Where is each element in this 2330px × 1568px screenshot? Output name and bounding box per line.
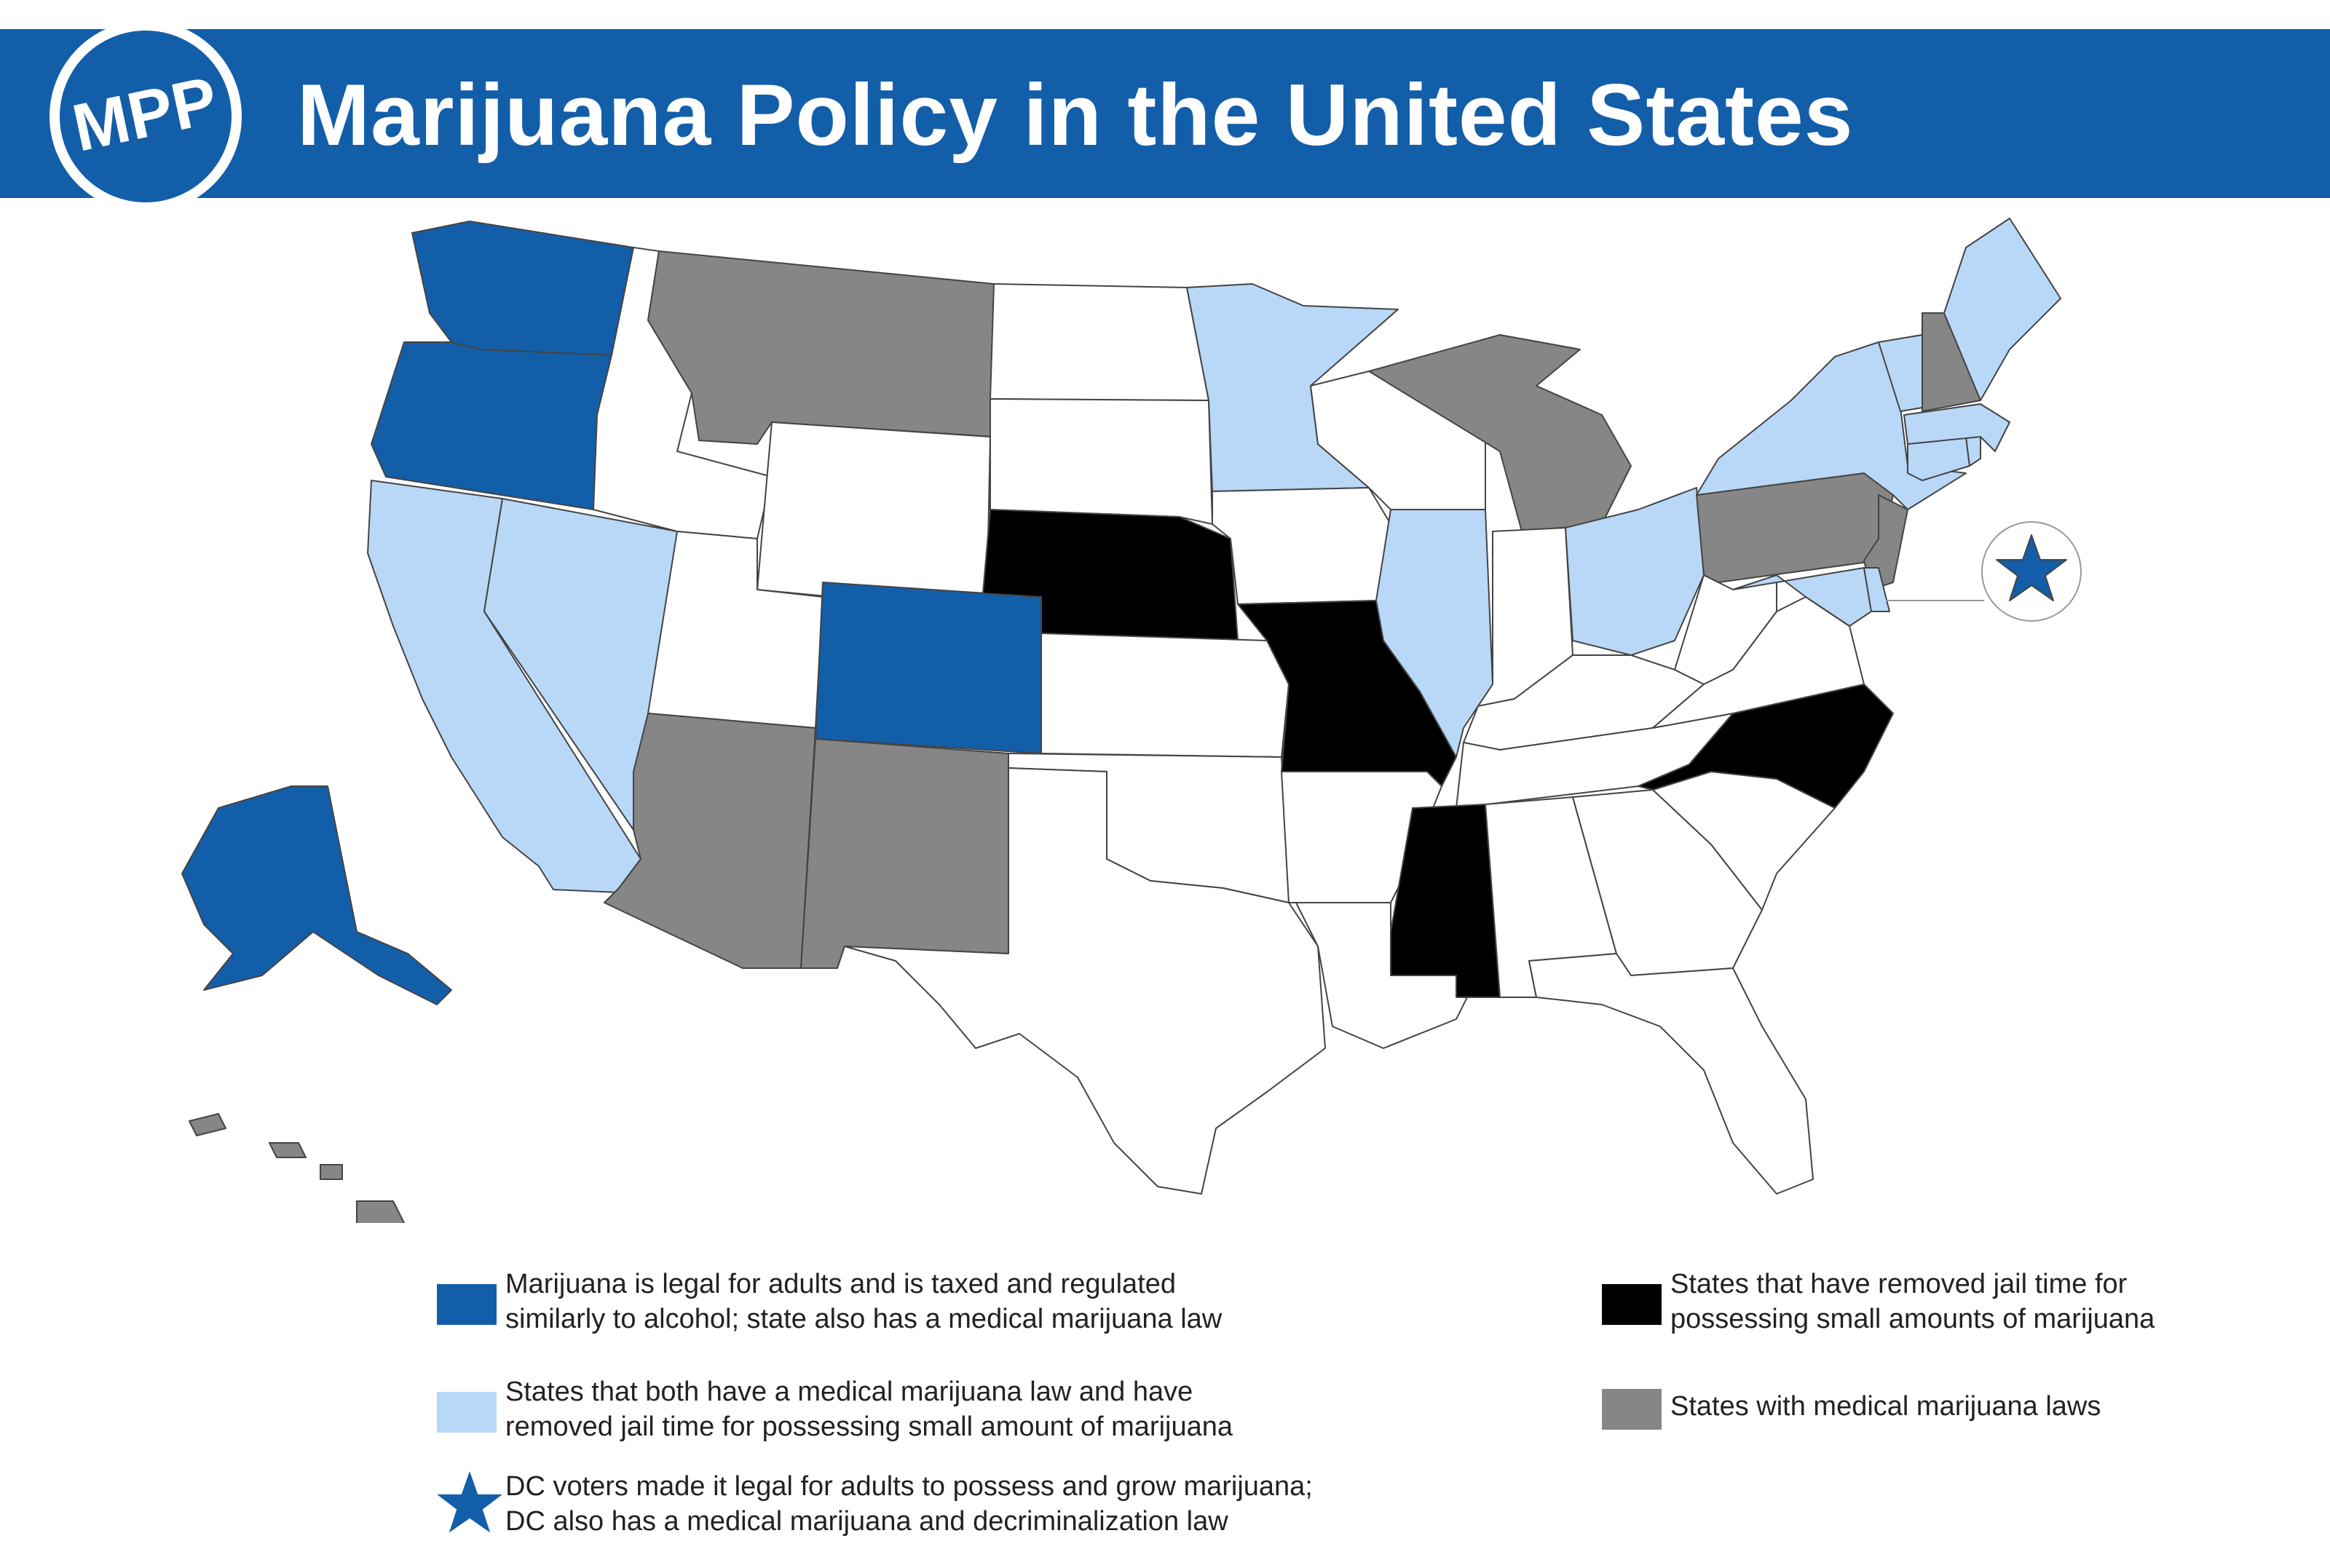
state-HI [189,1113,406,1223]
legend-decrim-line-1: States that have removed jail time for [1670,1269,2128,1299]
state-IA [1212,487,1391,605]
state-FL [1528,953,1814,1195]
legend-dc-line-1: DC voters made it legal for adults to po… [505,1471,1313,1502]
state-OH [1565,487,1705,656]
state-OR [371,341,612,510]
state-CO [815,582,1042,754]
legend-medical-decrim-line-1: States that both have a medical marijuan… [505,1377,1193,1407]
title-banner [0,29,2330,198]
mpp-logo: MPP [50,20,242,213]
us-map [181,218,2082,1223]
legend-legal-line-2: similarly to alcohol; state also has a m… [505,1304,1223,1334]
state-DE [1863,567,1890,612]
dc-star-icon [1996,534,2067,601]
state-SD [990,398,1213,525]
legend-dc-line-2: DC also has a medical marijuana and decr… [505,1506,1228,1537]
swatch-medical [1602,1389,1662,1430]
legend-decrim-line-2: possessing small amounts of marijuana [1670,1304,2155,1334]
state-IL [1375,509,1493,758]
state-MA [1903,403,2010,452]
state-CA [367,480,641,893]
state-MT [647,250,995,445]
state-WA [411,221,634,356]
state-WY [757,421,991,612]
legend-star-icon [437,1471,502,1533]
states-layer [181,218,2061,1223]
state-ND [990,283,1209,401]
mpp-logo-mark: MPP [60,31,232,202]
state-MI [1368,334,1632,532]
legend-medical-line-1: States with medical marijuana laws [1670,1391,2101,1422]
legend-medical-decrim-line-2: removed jail time for possessing small a… [505,1411,1233,1442]
state-KS [1040,633,1290,758]
state-TX [844,767,1326,1195]
state-NC [1638,684,1894,809]
legend-legal-line-1: Marijuana is legal for adults and is tax… [505,1269,1177,1299]
state-LA [1295,902,1479,1049]
state-ME [1943,218,2061,401]
state-NM [800,738,1009,969]
state-AK [181,785,452,1005]
swatch-medical-decrim [437,1392,497,1433]
swatch-legal [437,1284,497,1325]
swatch-decrim [1602,1284,1662,1325]
page-title: Marijuana Policy in the United States [297,66,1854,164]
